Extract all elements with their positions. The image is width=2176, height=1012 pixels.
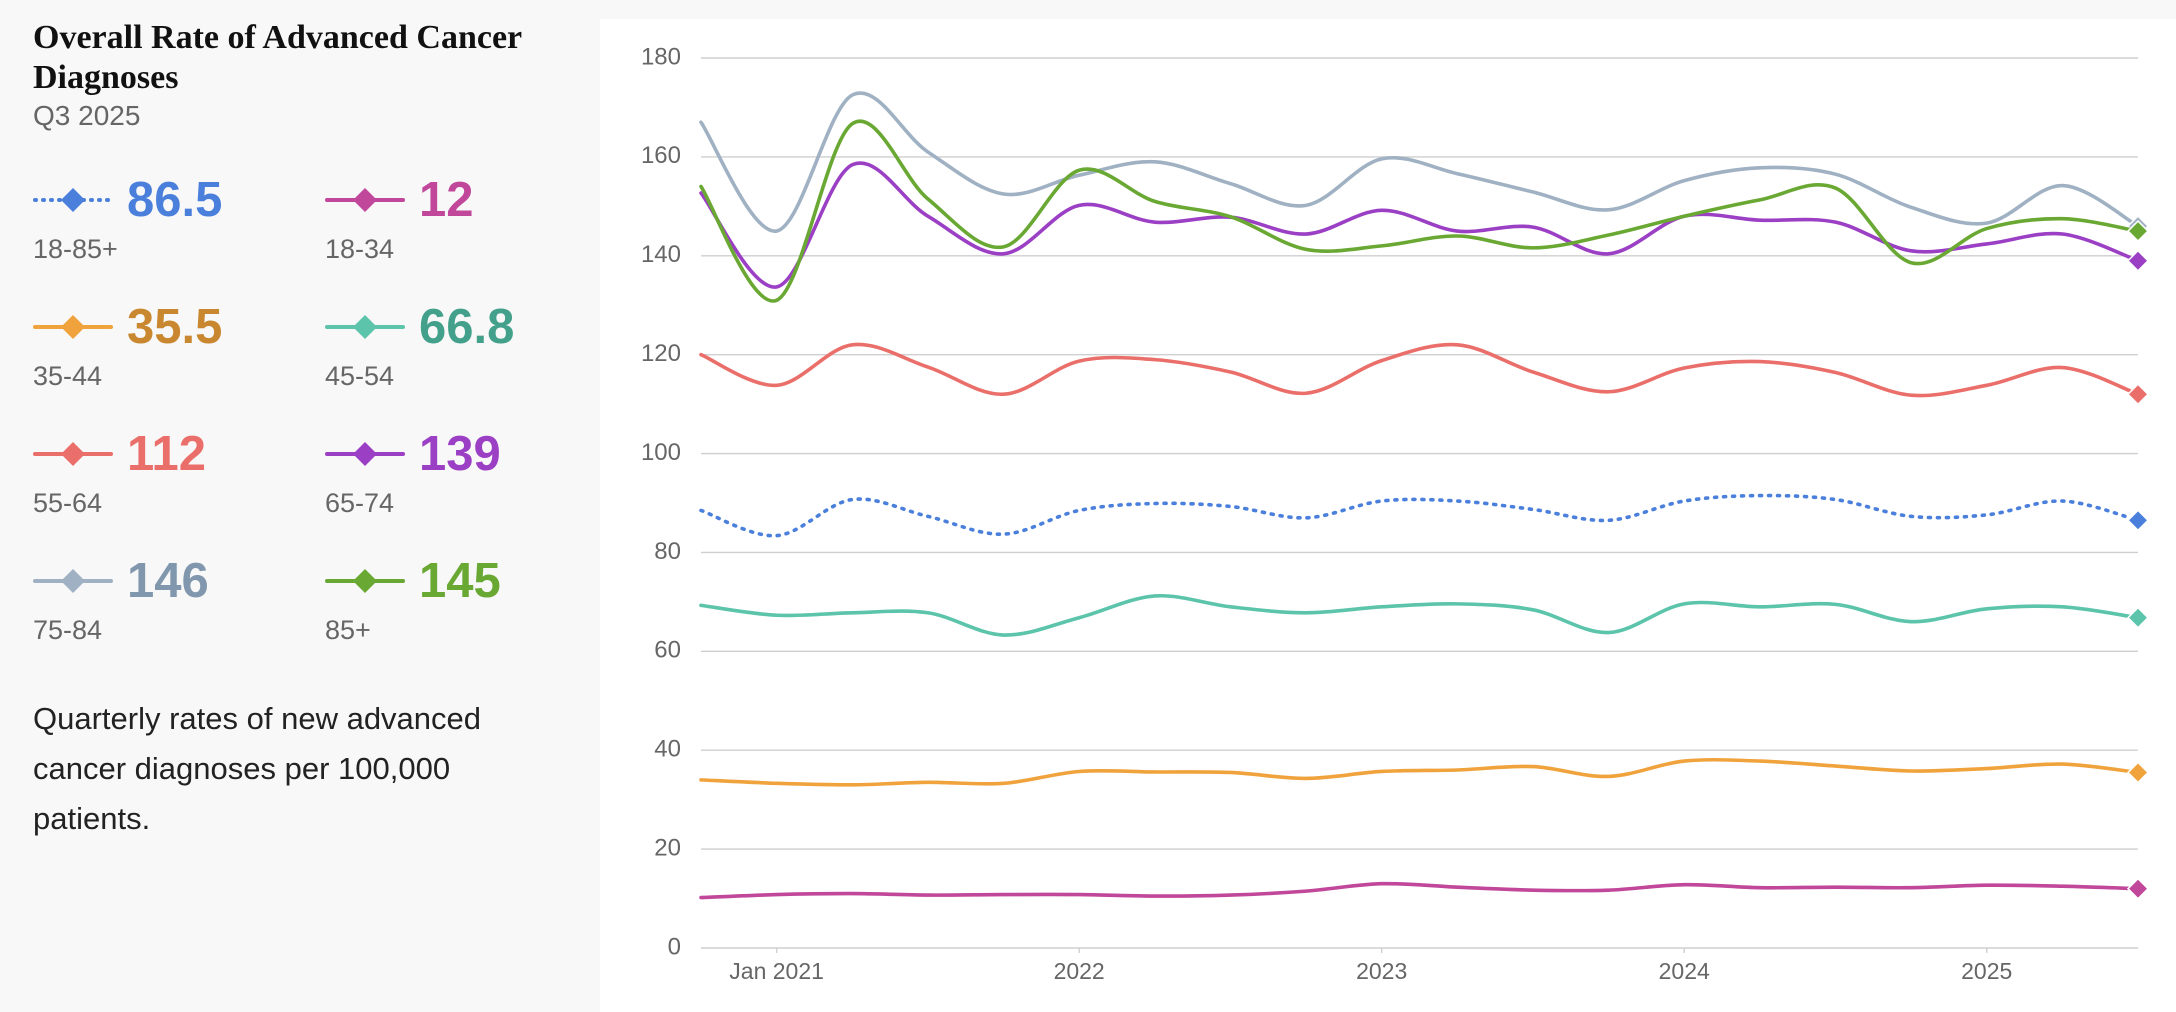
legend-label: 35-44 (33, 361, 103, 391)
legend-marker (33, 569, 113, 593)
legend-label: 18-34 (325, 234, 395, 264)
legend-item: 35.5 35-44 (33, 299, 222, 392)
legend-row: 35.5 (33, 299, 222, 355)
legend-row: 66.8 (325, 299, 514, 355)
series-line (699, 119, 2140, 303)
legend-row: 86.5 (33, 172, 222, 228)
end-marker (2126, 761, 2150, 784)
legend-item: 146 75-84 (33, 553, 209, 646)
legend-diamond (61, 442, 85, 466)
plot-panel (600, 19, 2176, 1012)
legend-item: 66.8 45-54 (325, 299, 514, 392)
x-tick-label: Jan 2021 (729, 958, 824, 984)
legend-marker (325, 188, 405, 212)
y-tick-label: 20 (654, 834, 681, 861)
series-line (699, 91, 2140, 233)
legend-value: 145 (419, 554, 501, 608)
y-tick-label: 60 (654, 637, 681, 664)
x-tick-label: 2023 (1356, 958, 1407, 984)
legend-diamond (61, 188, 85, 212)
legend-diamond (353, 188, 377, 212)
chart-title: Overall Rate of Advanced Cancer Diagnose… (33, 19, 522, 96)
legend-value: 139 (419, 427, 501, 481)
y-tick-label: 0 (668, 933, 681, 960)
series-line (699, 342, 2140, 398)
x-tick-label: 2025 (1961, 958, 2012, 984)
end-marker (2126, 249, 2150, 272)
legend-label: 45-54 (325, 361, 395, 391)
end-marker (2126, 383, 2150, 406)
legend-value: 146 (127, 554, 209, 608)
legend-value: 86.5 (127, 173, 223, 227)
legend-row: 145 (325, 553, 501, 609)
y-tick-label: 180 (641, 43, 681, 70)
legend-marker (33, 315, 113, 339)
legend-marker (33, 188, 113, 212)
y-tick-label: 40 (654, 736, 681, 763)
legend-diamond (353, 442, 377, 466)
legend-row: 12 (325, 172, 474, 228)
legend-label: 18-85+ (33, 234, 118, 264)
legend-row: 112 (33, 426, 206, 482)
series-line (699, 881, 2140, 900)
chart-subtitle: Q3 2025 (33, 100, 141, 131)
y-tick-label: 80 (654, 538, 681, 565)
y-tick-label: 140 (641, 241, 681, 268)
y-tick-label: 160 (641, 142, 681, 169)
x-tick-label: 2022 (1054, 958, 1105, 984)
legend-item: 145 85+ (325, 553, 501, 646)
legend-diamond (353, 569, 377, 593)
legend-diamond (353, 315, 377, 339)
end-marker (2126, 877, 2150, 900)
y-tick-label: 120 (641, 340, 681, 367)
legend-item: 12 18-34 (325, 172, 474, 265)
legend-label: 75-84 (33, 615, 103, 645)
series-line (699, 593, 2140, 637)
legend-marker (325, 569, 405, 593)
legend-marker (325, 442, 405, 466)
legend-marker (325, 315, 405, 339)
end-marker (2126, 219, 2150, 243)
legend-label: 55-64 (33, 488, 103, 518)
series-line (699, 757, 2140, 787)
legend-row: 146 (33, 553, 209, 609)
legend-value: 35.5 (127, 300, 223, 354)
x-tick-label: 2024 (1659, 958, 1710, 984)
series-line (699, 493, 2140, 538)
legend-row: 139 (325, 426, 501, 482)
series-line (699, 161, 2140, 289)
legend-label: 85+ (325, 615, 371, 645)
legend-item: 86.5 18-85+ (33, 172, 222, 265)
legend-label: 65-74 (325, 488, 395, 518)
legend-item: 139 65-74 (325, 426, 501, 519)
legend-value: 12 (419, 173, 474, 227)
legend-diamond (61, 569, 85, 593)
description: Quarterly rates of new advanced cancer d… (33, 701, 482, 836)
legend-value: 112 (127, 427, 207, 481)
legend-value: 66.8 (419, 300, 515, 354)
end-marker (2126, 606, 2150, 629)
legend-item: 112 55-64 (33, 426, 206, 519)
legend-marker (33, 442, 113, 466)
end-marker (2126, 215, 2150, 238)
y-tick-label: 100 (641, 439, 681, 466)
legend-diamond (61, 315, 85, 339)
end-marker (2126, 509, 2150, 532)
